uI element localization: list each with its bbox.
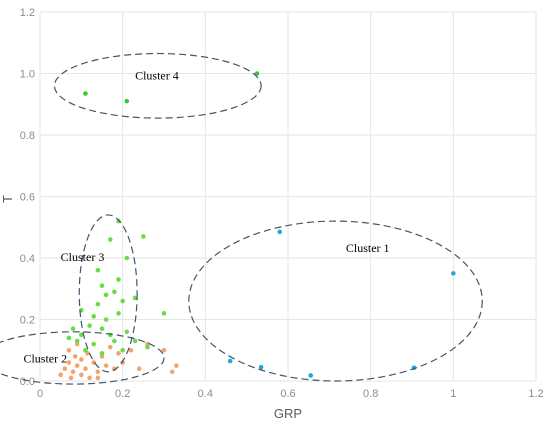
data-point bbox=[83, 366, 88, 372]
data-point bbox=[79, 372, 84, 378]
series-4 bbox=[83, 71, 260, 104]
data-point bbox=[116, 277, 121, 282]
cluster-ellipses bbox=[0, 52, 483, 385]
data-point bbox=[66, 335, 72, 341]
y-tick-label: 0.2 bbox=[20, 315, 35, 327]
cluster-ellipse bbox=[78, 214, 138, 373]
series-1 bbox=[227, 229, 456, 378]
data-point bbox=[124, 255, 130, 261]
y-tick-label: 0.6 bbox=[20, 192, 35, 204]
x-tick-label: 0.2 bbox=[115, 388, 130, 400]
data-point bbox=[99, 351, 105, 356]
data-point bbox=[83, 347, 88, 353]
cluster-label: Cluster 4 bbox=[135, 69, 179, 83]
data-point bbox=[99, 326, 105, 332]
data-points bbox=[58, 71, 456, 381]
data-point bbox=[87, 375, 92, 381]
data-point bbox=[91, 341, 97, 347]
data-point bbox=[99, 283, 105, 288]
y-tick-label: 1.2 bbox=[20, 7, 35, 19]
x-tick-label: 0.8 bbox=[363, 388, 378, 400]
x-tick-label: 0.6 bbox=[280, 388, 295, 400]
data-point bbox=[145, 344, 150, 350]
data-point bbox=[103, 317, 109, 322]
data-point bbox=[258, 364, 264, 370]
data-point bbox=[95, 268, 101, 273]
x-tick-label: 0 bbox=[37, 388, 43, 400]
cluster-labels: Cluster 1 Cluster 2 Cluster 3 Cluster 4 bbox=[23, 69, 389, 366]
x-tick-label: 1 bbox=[450, 388, 456, 400]
data-point bbox=[161, 311, 167, 316]
data-point bbox=[72, 354, 78, 359]
data-point bbox=[91, 314, 97, 319]
data-point bbox=[124, 329, 130, 335]
data-point bbox=[169, 369, 175, 375]
data-point bbox=[141, 234, 146, 239]
data-point bbox=[132, 338, 138, 344]
data-point bbox=[107, 237, 113, 242]
data-point bbox=[120, 298, 125, 304]
series-2 bbox=[58, 341, 179, 381]
data-point bbox=[227, 358, 233, 364]
data-point bbox=[95, 375, 101, 381]
data-point bbox=[161, 347, 167, 353]
data-point bbox=[62, 366, 68, 372]
data-point bbox=[116, 351, 121, 356]
data-point bbox=[70, 369, 76, 375]
data-point bbox=[79, 357, 84, 362]
data-point bbox=[83, 91, 88, 96]
data-point bbox=[66, 347, 72, 353]
data-point bbox=[95, 369, 101, 375]
data-point bbox=[132, 295, 138, 301]
x-tick-label: 1.2 bbox=[528, 388, 543, 400]
cluster-ellipse bbox=[0, 331, 165, 385]
series-3 bbox=[66, 218, 167, 356]
data-point bbox=[308, 373, 314, 378]
y-tick-label: 1.0 bbox=[20, 69, 35, 81]
y-axis-title: T bbox=[0, 195, 15, 203]
data-point bbox=[79, 332, 84, 338]
data-point bbox=[87, 323, 92, 328]
data-point bbox=[58, 372, 63, 378]
data-point bbox=[124, 98, 130, 104]
data-point bbox=[136, 366, 142, 372]
data-point bbox=[103, 363, 109, 368]
cluster-label: Cluster 1 bbox=[346, 241, 390, 255]
y-tick-label: 0.4 bbox=[20, 253, 35, 265]
y-tick-label: 0.8 bbox=[20, 130, 35, 142]
data-point bbox=[451, 271, 456, 276]
tick-labels: 0.0 0.2 0.4 0.6 0.8 1.0 1.2 0 0.2 0.4 0.6 0.8 1 1.2 bbox=[20, 7, 544, 400]
data-point bbox=[277, 229, 283, 235]
x-tick-label: 0.4 bbox=[198, 388, 213, 400]
data-point bbox=[68, 375, 74, 381]
data-point bbox=[103, 292, 109, 298]
cluster-label: Cluster 3 bbox=[61, 250, 105, 264]
data-point bbox=[128, 347, 134, 353]
data-point bbox=[116, 311, 121, 316]
data-point bbox=[107, 344, 113, 350]
data-point bbox=[74, 338, 80, 344]
data-point bbox=[66, 360, 72, 365]
data-point bbox=[95, 301, 101, 307]
data-point bbox=[254, 71, 260, 76]
data-point bbox=[120, 347, 125, 353]
cluster-label: Cluster 2 bbox=[23, 352, 67, 366]
cluster-ellipse bbox=[53, 52, 262, 119]
data-point bbox=[174, 363, 179, 368]
data-point bbox=[112, 338, 117, 344]
y-tick-label: 0.0 bbox=[20, 376, 35, 388]
data-point bbox=[74, 363, 80, 368]
cluster-ellipse bbox=[188, 220, 483, 382]
x-axis-title: GRP bbox=[274, 406, 302, 421]
grid-lines bbox=[39, 11, 537, 382]
data-point bbox=[70, 326, 76, 332]
data-point bbox=[112, 289, 117, 295]
